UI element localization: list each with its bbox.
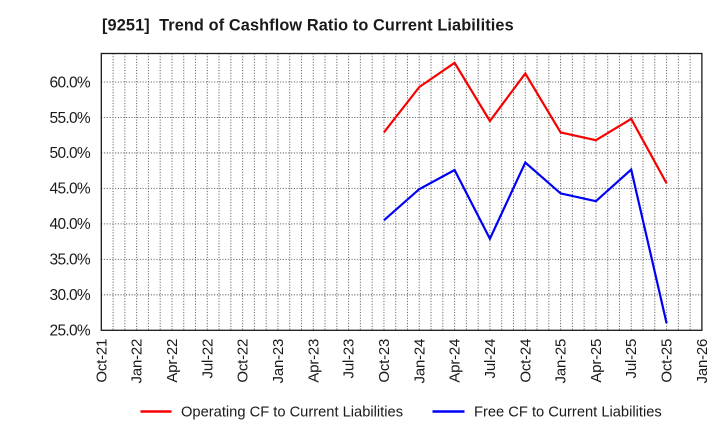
svg-text:Jul-22: Jul-22	[199, 339, 216, 379]
svg-text:Apr-25: Apr-25	[588, 339, 605, 383]
svg-text:Jan-22: Jan-22	[129, 339, 146, 384]
svg-text:Apr-24: Apr-24	[447, 339, 464, 383]
svg-text:Jul-24: Jul-24	[482, 339, 499, 379]
svg-text:25.0%: 25.0%	[50, 323, 91, 340]
svg-text:Jan-25: Jan-25	[553, 339, 570, 384]
svg-text:Apr-22: Apr-22	[164, 339, 181, 383]
svg-text:60.0%: 60.0%	[50, 74, 91, 91]
svg-text:50.0%: 50.0%	[50, 145, 91, 162]
svg-text:Oct-24: Oct-24	[517, 339, 534, 383]
svg-text:55.0%: 55.0%	[50, 110, 91, 127]
svg-text:45.0%: 45.0%	[50, 181, 91, 198]
svg-text:Apr-23: Apr-23	[305, 339, 322, 383]
svg-text:Operating CF to Current Liabil: Operating CF to Current Liabilities	[181, 404, 403, 420]
svg-text:40.0%: 40.0%	[50, 216, 91, 233]
svg-text:Jan-26: Jan-26	[694, 339, 711, 384]
svg-text:35.0%: 35.0%	[50, 252, 91, 269]
svg-text:Jan-24: Jan-24	[411, 339, 428, 384]
svg-text:Jan-23: Jan-23	[270, 339, 287, 384]
svg-text:[9251] Trend of Cashflow Rati: [9251] Trend of Cashflow Ratio to Curren…	[102, 17, 514, 35]
svg-text:Oct-22: Oct-22	[235, 339, 252, 383]
svg-text:Jul-25: Jul-25	[623, 339, 640, 379]
svg-text:Oct-23: Oct-23	[376, 339, 393, 383]
svg-text:Oct-21: Oct-21	[93, 339, 110, 383]
svg-text:Free CF to Current Liabilities: Free CF to Current Liabilities	[474, 404, 662, 420]
svg-text:Oct-25: Oct-25	[659, 339, 676, 383]
svg-text:Jul-23: Jul-23	[341, 339, 358, 379]
svg-text:30.0%: 30.0%	[50, 287, 91, 304]
